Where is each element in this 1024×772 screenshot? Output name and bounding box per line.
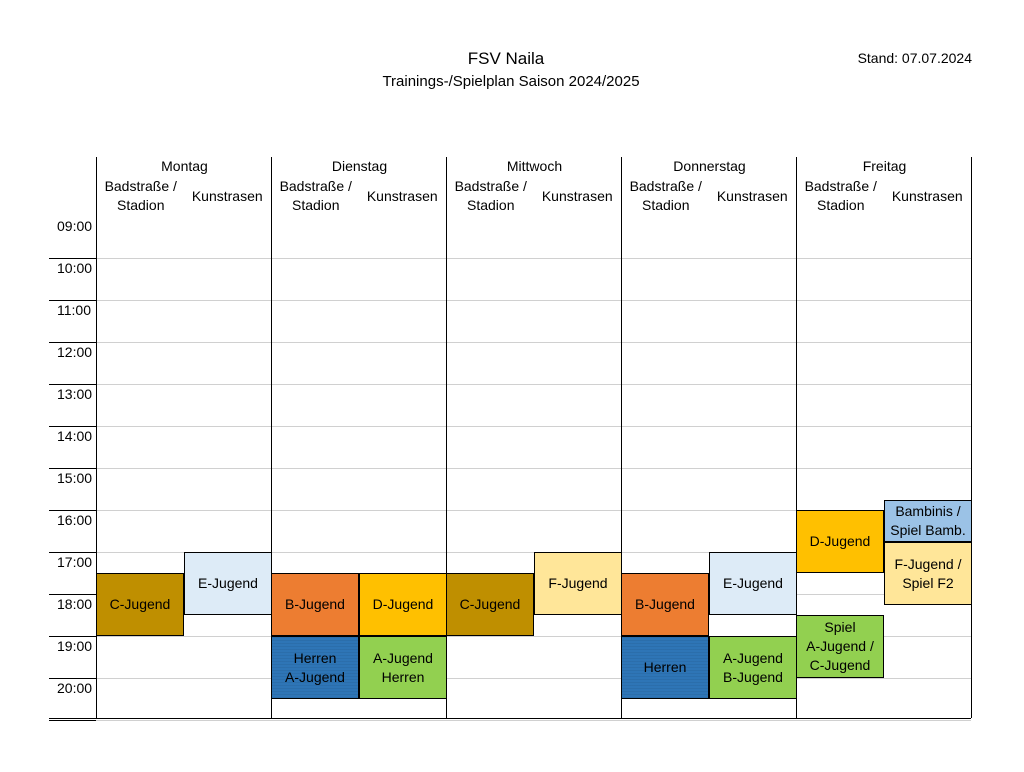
hour-tick xyxy=(49,594,96,595)
schedule-block[interactable]: F-Jugend xyxy=(534,552,622,615)
schedule-block[interactable]: B-Jugend xyxy=(271,573,359,636)
time-label: 10:00 xyxy=(57,260,93,276)
schedule-block[interactable]: F-Jugend / Spiel F2 xyxy=(884,542,972,605)
hour-tick xyxy=(49,258,96,259)
field-header-badstrasse: Badstraße / Stadion xyxy=(279,178,352,213)
field-header-kunstrasen: Kunstrasen xyxy=(716,188,788,204)
schedule-block[interactable]: C-Jugend xyxy=(446,573,534,636)
day-separator xyxy=(621,157,622,718)
day-header-donnerstag: Donnerstag xyxy=(673,158,746,174)
hour-tick xyxy=(49,342,96,343)
field-header-badstrasse: Badstraße / Stadion xyxy=(104,178,177,213)
page-title: FSV Naila xyxy=(467,49,545,68)
day-header-dienstag: Dienstag xyxy=(331,158,388,174)
time-label: 13:00 xyxy=(57,386,93,402)
hour-gridline xyxy=(49,426,971,427)
hour-gridline xyxy=(49,300,971,301)
hour-gridline xyxy=(49,510,971,511)
time-label: 17:00 xyxy=(57,554,93,570)
field-header-badstrasse: Badstraße / Stadion xyxy=(629,178,702,213)
field-header-badstrasse: Badstraße / Stadion xyxy=(804,178,877,213)
day-separator xyxy=(796,157,797,718)
schedule-block[interactable]: Spiel A-Jugend / C-Jugend xyxy=(796,615,884,678)
hour-gridline xyxy=(49,678,971,679)
day-separator xyxy=(96,157,97,718)
day-separator xyxy=(271,157,272,718)
day-header-mittwoch: Mittwoch xyxy=(506,158,563,174)
hour-tick xyxy=(49,426,96,427)
grid-bottom-line xyxy=(49,718,971,719)
hour-gridline xyxy=(49,468,971,469)
stand-date: Stand: 07.07.2024 xyxy=(857,50,972,66)
schedule-block[interactable]: A-Jugend Herren xyxy=(359,636,447,699)
hour-tick xyxy=(49,552,96,553)
time-label: 18:00 xyxy=(57,596,93,612)
hour-gridline xyxy=(49,258,971,259)
schedule-block[interactable]: A-Jugend B-Jugend xyxy=(709,636,797,699)
schedule-block[interactable]: Bambinis / Spiel Bamb. xyxy=(884,500,972,542)
page-subtitle: Trainings-/Spielplan Saison 2024/2025 xyxy=(382,73,640,90)
hour-gridline xyxy=(49,342,971,343)
hour-tick xyxy=(49,384,96,385)
hour-gridline xyxy=(49,384,971,385)
field-header-kunstrasen: Kunstrasen xyxy=(366,188,438,204)
time-label: 15:00 xyxy=(57,470,93,486)
day-header-montag: Montag xyxy=(161,158,208,174)
field-header-kunstrasen: Kunstrasen xyxy=(891,188,963,204)
schedule-block[interactable]: B-Jugend xyxy=(621,573,709,636)
hour-gridline xyxy=(49,552,971,553)
hour-tick xyxy=(49,468,96,469)
field-header-kunstrasen: Kunstrasen xyxy=(541,188,613,204)
field-header-badstrasse: Badstraße / Stadion xyxy=(454,178,527,213)
hour-tick xyxy=(49,678,96,679)
field-header-kunstrasen: Kunstrasen xyxy=(191,188,263,204)
schedule-block[interactable]: C-Jugend xyxy=(96,573,184,636)
day-separator xyxy=(971,157,972,718)
schedule-block[interactable]: D-Jugend xyxy=(359,573,447,636)
hour-tick xyxy=(49,510,96,511)
schedule-block[interactable]: E-Jugend xyxy=(184,552,272,615)
hour-gridline xyxy=(49,636,971,637)
schedule-block[interactable]: D-Jugend xyxy=(796,510,884,573)
hour-gridline xyxy=(49,720,971,721)
time-label: 09:00 xyxy=(57,218,93,234)
time-label: 20:00 xyxy=(57,680,93,696)
time-label: 14:00 xyxy=(57,428,93,444)
time-label: 19:00 xyxy=(57,638,93,654)
time-label: 16:00 xyxy=(57,512,93,528)
hour-tick xyxy=(49,720,96,721)
day-header-freitag: Freitag xyxy=(862,158,907,174)
day-separator xyxy=(446,157,447,718)
hour-tick xyxy=(49,300,96,301)
time-label: 12:00 xyxy=(57,344,93,360)
schedule-block[interactable]: Herren xyxy=(621,636,709,699)
hour-tick xyxy=(49,636,96,637)
time-label: 11:00 xyxy=(57,302,91,318)
schedule-block[interactable]: E-Jugend xyxy=(709,552,797,615)
schedule-block[interactable]: Herren A-Jugend xyxy=(271,636,359,699)
